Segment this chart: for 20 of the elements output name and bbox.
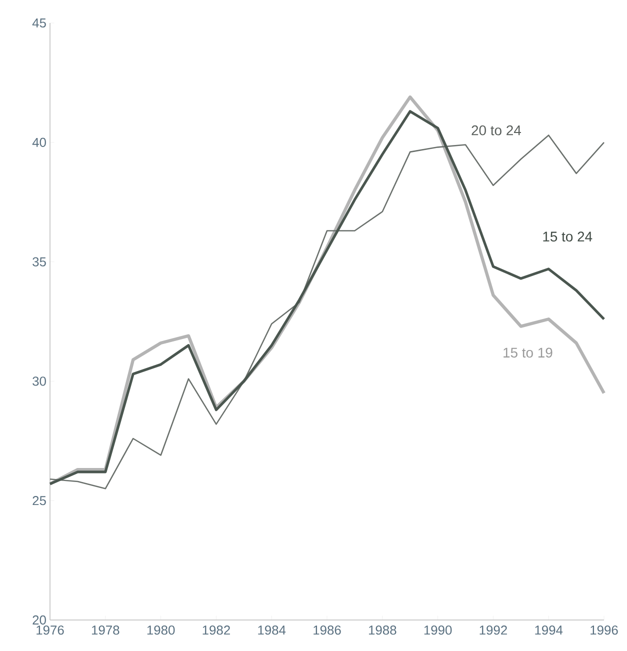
x-tick-label: 1992	[480, 626, 507, 635]
x-tick-label: 1994	[535, 626, 563, 635]
x-tick-label: 1986	[314, 626, 341, 635]
x-tick-label: 1978	[92, 626, 120, 635]
x-tick-label: 1980	[147, 626, 175, 635]
x-tick-label: 1996	[590, 626, 618, 635]
x-tick-label: 1982	[202, 626, 230, 635]
x-tick-label: 1988	[368, 626, 396, 635]
x-tick-label: 1990	[424, 626, 452, 635]
text: 15 to 24	[543, 232, 592, 242]
x-tick-label: 1976	[36, 626, 64, 635]
y-tick-label: 30	[32, 376, 46, 386]
y-tick-label: 40	[32, 138, 46, 147]
series-label: 20 to 24	[472, 125, 521, 136]
y-tick-label: 25	[32, 496, 46, 506]
x-tick-label: 1984	[258, 626, 286, 635]
series-label: 15 to 19	[504, 348, 552, 358]
y-tick-label: 20	[32, 615, 46, 625]
y-tick-label: 35	[32, 257, 46, 266]
y-tick-label: 45	[32, 18, 46, 28]
